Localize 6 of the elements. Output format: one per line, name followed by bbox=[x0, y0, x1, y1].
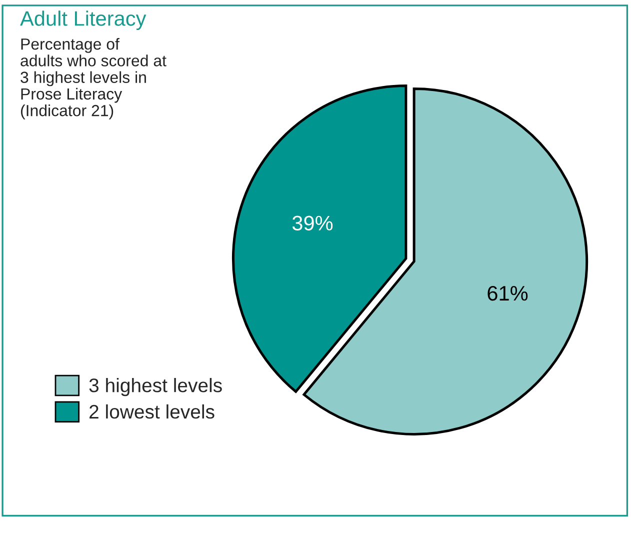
data-label: 39% bbox=[292, 216, 333, 230]
legend-label: 3 highest levels bbox=[89, 378, 222, 396]
chart-subtitle: Percentage of adults who scored at 3 highest levels in Prose Literacy (Indicator 21) bbox=[20, 38, 166, 120]
legend-label: 2 lowest levels bbox=[90, 404, 214, 419]
chart-title: Adult Literacy bbox=[20, 10, 146, 30]
data-label: 61% bbox=[488, 286, 528, 301]
